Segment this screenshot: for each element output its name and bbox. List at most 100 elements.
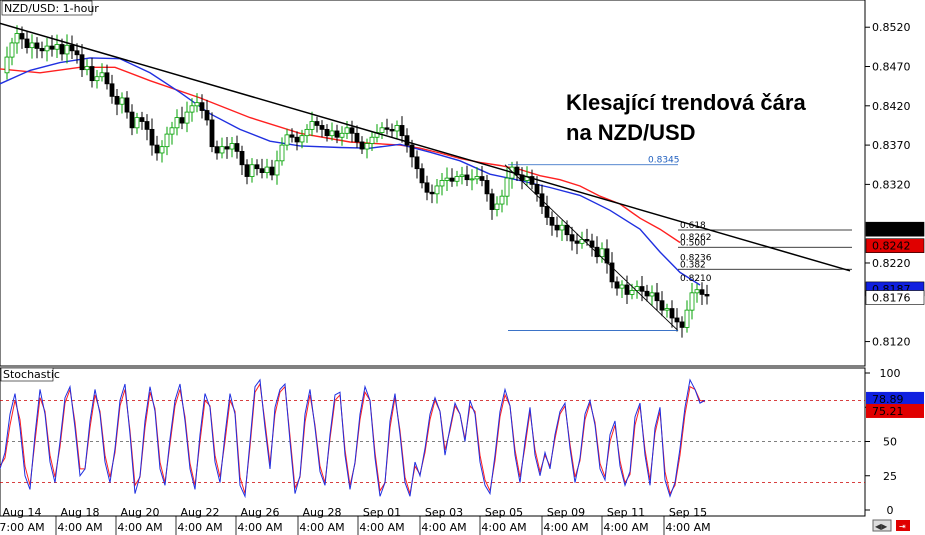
candle-body <box>259 168 265 174</box>
fib-level-label: 0.8262 <box>680 233 712 243</box>
candle-body <box>654 292 660 302</box>
price-flag <box>865 238 925 253</box>
y-tick-label: 0.8520 <box>872 21 911 34</box>
x-date-label: Aug 22 <box>181 506 220 519</box>
candle-body <box>489 193 495 210</box>
candle-body <box>639 286 645 292</box>
candle-body <box>264 166 270 174</box>
x-date-label: Sep 05 <box>485 506 523 519</box>
x-date-label: Sep 11 <box>607 506 645 519</box>
x-axis: Aug 14 7:00 AM Aug 18 4:00 AM Aug 20 4:00 AM A… <box>0 506 711 535</box>
candle-body <box>684 309 690 328</box>
y-axis-main: 0.8520 0.8470 0.8420 0.8370 0.8320 0.8220 0.81… <box>865 21 925 349</box>
x-date-label: Sep 09 <box>547 506 585 519</box>
fib-level-label: 0.618 <box>680 221 706 231</box>
stochastic-plot <box>0 378 865 499</box>
x-time-label: 4:00 AM <box>421 521 466 534</box>
candle-body <box>209 119 215 148</box>
candle-body <box>159 146 165 154</box>
fib-level-label: 0.8236 <box>680 253 712 263</box>
candle-body <box>439 180 445 187</box>
candle-body <box>224 146 230 150</box>
close-icon[interactable]: ⇥ <box>896 520 910 531</box>
candle-body <box>434 185 440 195</box>
candle-body <box>424 182 430 193</box>
candle-body <box>34 42 40 49</box>
candle-body <box>419 168 425 184</box>
candle-body <box>319 125 325 130</box>
candle-body <box>459 174 465 177</box>
candle-body <box>574 240 580 244</box>
fib-level-label: 0.382 <box>680 260 706 270</box>
candle-body <box>219 146 225 154</box>
fib-level-label: 0.8210 <box>680 274 712 284</box>
main-chart-panel <box>0 0 866 367</box>
candle-body <box>379 127 385 133</box>
candle-body <box>244 164 250 177</box>
candle-body <box>189 105 195 113</box>
candle-body <box>534 183 540 195</box>
candle-body <box>154 144 160 154</box>
candle-body <box>44 45 50 52</box>
candle-body <box>679 321 685 328</box>
candle-body <box>254 164 260 170</box>
candle-body <box>394 125 400 132</box>
candle-body <box>364 143 370 150</box>
x-date-label: Aug 20 <box>121 506 160 519</box>
candle-body <box>549 216 555 226</box>
candle-body <box>119 97 125 105</box>
x-time-label: 4:00 AM <box>117 521 162 534</box>
stochastic-flag-label: 75.21 <box>872 405 904 418</box>
candle-body <box>324 128 330 137</box>
candle-body <box>89 66 95 82</box>
candle-body <box>194 102 200 107</box>
candle-body <box>184 111 190 124</box>
candle-body <box>689 292 695 311</box>
stochastic-flag <box>866 403 924 418</box>
x-time-label: 4:00 AM <box>359 521 404 534</box>
candle-body <box>669 308 675 319</box>
y-tick-label: 0.8470 <box>872 61 911 74</box>
y-tick-label: 0.8220 <box>872 257 911 270</box>
candle-body <box>334 130 340 138</box>
candle-body <box>494 203 500 210</box>
candle-body <box>594 246 600 258</box>
candle-body <box>699 289 705 295</box>
candle-body <box>569 234 575 242</box>
y-tick-label: 0.8370 <box>872 139 911 152</box>
candle-body <box>554 224 560 231</box>
candle-body <box>79 54 85 71</box>
candle-body <box>414 156 420 170</box>
y-tick-label: 0.8320 <box>872 178 911 191</box>
candle-body <box>339 132 345 138</box>
candle-body <box>229 143 235 150</box>
candle-body <box>469 178 475 181</box>
y-tick-label: 50 <box>883 436 897 449</box>
x-date-label: Aug 28 <box>303 506 342 519</box>
candle-body <box>24 38 30 49</box>
x-date-label: Aug 14 <box>3 506 42 519</box>
candle-body <box>634 286 640 291</box>
candle-body <box>609 262 615 283</box>
candle-body <box>109 83 115 97</box>
candle-body <box>129 111 135 129</box>
candle-body <box>59 44 65 55</box>
fib-level-label: 0.8345 <box>648 156 680 166</box>
annotation-line-1: Klesající trendová čára <box>566 90 806 115</box>
candle-body <box>399 125 405 137</box>
candle-body <box>49 45 55 50</box>
candle-body <box>499 195 505 205</box>
moving-average-0 <box>0 66 681 244</box>
candle-body <box>514 166 520 176</box>
candle-body <box>589 240 595 248</box>
trend-line-1 <box>504 164 679 331</box>
candle-body <box>214 146 220 154</box>
scroll-icon[interactable]: ◀▶ <box>872 519 892 532</box>
candle-body <box>404 135 410 146</box>
price-flag-label: 0.8242 <box>872 240 911 253</box>
candle-body <box>239 150 245 166</box>
y-tick-label: 0.8120 <box>872 336 911 349</box>
candle-body <box>479 176 485 181</box>
candle-body <box>269 166 275 176</box>
